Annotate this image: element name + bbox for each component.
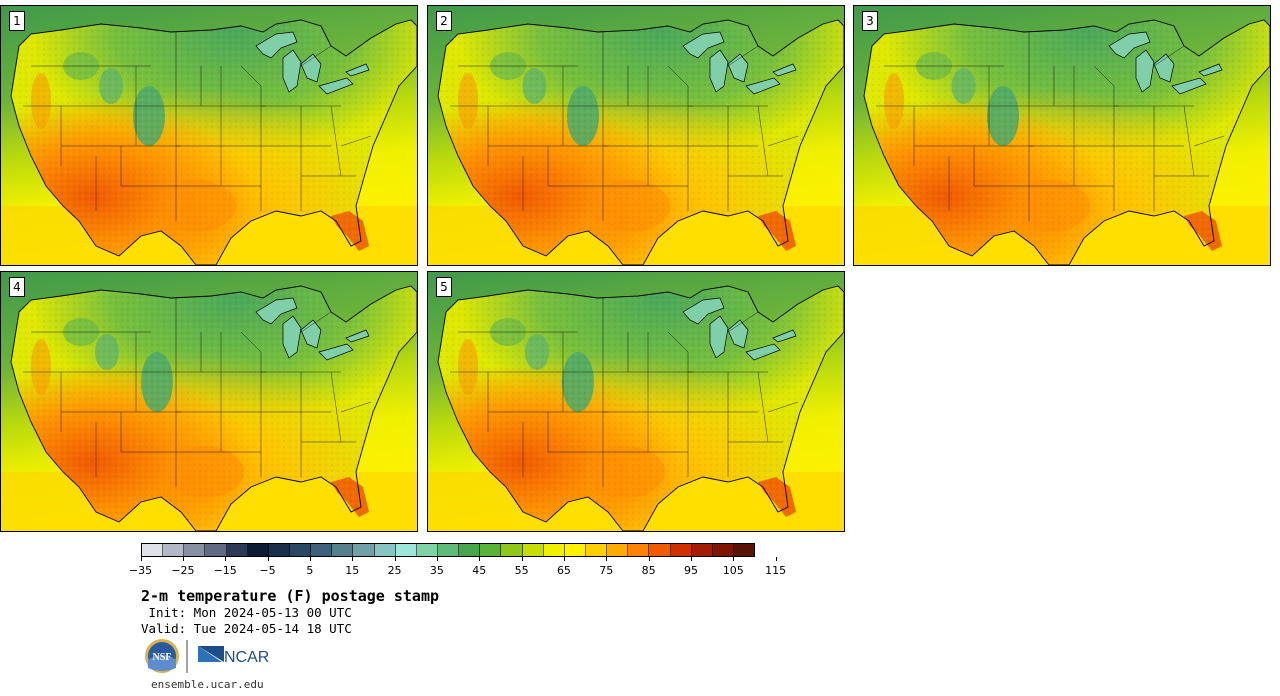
colorbar-segment xyxy=(353,544,375,556)
colorbar-tick-label: 25 xyxy=(387,564,402,577)
colorbar-segment xyxy=(163,544,185,556)
colorbar-segment xyxy=(247,544,269,556)
svg-text:NCAR: NCAR xyxy=(224,649,269,666)
colorbar-tick-label: 15 xyxy=(345,564,360,577)
colorbar-segment xyxy=(311,544,333,556)
colorbar-tick xyxy=(563,557,565,561)
colorbar-segment xyxy=(670,544,692,556)
colorbar-tick xyxy=(775,557,777,561)
colorbar-segment xyxy=(649,544,671,556)
colorbar-tick-label: 105 xyxy=(722,564,744,577)
colorbar-tick-label: 35 xyxy=(429,564,444,577)
colorbar-tick xyxy=(182,557,184,561)
colorbar-segment xyxy=(607,544,629,556)
colorbar-segment xyxy=(585,544,608,556)
plot-title: 2-m temperature (F) postage stamp xyxy=(141,587,440,605)
colorbar-segment xyxy=(522,544,544,556)
colorbar xyxy=(141,543,755,557)
colorbar-tick-label: 55 xyxy=(514,564,529,577)
colorbar-tick-label: −25 xyxy=(171,564,195,577)
colorbar-tick xyxy=(140,557,142,561)
colorbar-segment xyxy=(437,544,460,556)
postage-stamp-map: 3 xyxy=(853,5,1271,266)
colorbar-segment xyxy=(480,544,502,556)
colorbar-tick xyxy=(267,557,269,561)
colorbar-tick xyxy=(690,557,692,561)
init-time: Init: Mon 2024-05-13 00 UTC xyxy=(141,605,352,620)
colorbar-segment xyxy=(374,544,396,556)
colorbar-segment xyxy=(459,544,481,556)
temperature-map xyxy=(428,272,844,531)
colorbar-segment xyxy=(691,544,713,556)
colorbar-tick-label: 65 xyxy=(556,564,571,577)
colorbar-tick-label: 95 xyxy=(683,564,698,577)
colorbar-tick-label: −5 xyxy=(259,564,276,577)
colorbar-segment xyxy=(205,544,227,556)
colorbar-segment xyxy=(712,544,734,556)
colorbar-tick-label: 85 xyxy=(641,564,656,577)
colorbar-segment xyxy=(416,544,438,556)
colorbar-tick xyxy=(648,557,650,561)
nsf-logo: NSF xyxy=(145,639,179,673)
colorbar-segment xyxy=(289,544,312,556)
colorbar-segment xyxy=(628,544,650,556)
colorbar-tick xyxy=(479,557,481,561)
colorbar-tick xyxy=(225,557,227,561)
member-number-label: 2 xyxy=(436,11,452,31)
ncar-logo: NCAR xyxy=(198,646,269,666)
colorbar-segment xyxy=(226,544,248,556)
valid-time: Valid: Tue 2024-05-14 18 UTC xyxy=(141,621,352,636)
colorbar-segment xyxy=(564,544,586,556)
member-number-label: 5 xyxy=(436,277,452,297)
postage-stamp-map: 1 xyxy=(0,5,418,266)
colorbar-segment xyxy=(501,544,523,556)
colorbar-tick xyxy=(394,557,396,561)
temperature-map xyxy=(1,6,417,265)
colorbar-segment xyxy=(184,544,206,556)
colorbar-tick-label: 115 xyxy=(765,564,787,577)
temperature-map xyxy=(1,272,417,531)
sponsor-logos: NSF NCAR xyxy=(144,638,284,676)
colorbar-tick-label: 5 xyxy=(306,564,314,577)
member-number-label: 4 xyxy=(9,277,25,297)
colorbar-tick xyxy=(606,557,608,561)
colorbar-tick xyxy=(352,557,354,561)
postage-stamp-map: 4 xyxy=(0,271,418,532)
temperature-map xyxy=(854,6,1270,265)
colorbar-segment xyxy=(142,544,164,556)
svg-text:NSF: NSF xyxy=(153,652,172,663)
colorbar-tick-label: 45 xyxy=(472,564,487,577)
postage-stamp-map: 2 xyxy=(427,5,845,266)
colorbar-tick-label: 75 xyxy=(599,564,614,577)
colorbar-tick xyxy=(309,557,311,561)
member-number-label: 3 xyxy=(862,11,878,31)
colorbar-segment xyxy=(332,544,354,556)
colorbar-segment xyxy=(543,544,565,556)
colorbar-tick xyxy=(436,557,438,561)
colorbar-tick-label: −15 xyxy=(213,564,237,577)
colorbar-segment xyxy=(395,544,417,556)
colorbar-tickmarks xyxy=(140,557,777,561)
colorbar-segment xyxy=(268,544,290,556)
footer-url: ensemble.ucar.edu xyxy=(151,678,264,691)
colorbar-tick xyxy=(521,557,523,561)
postage-stamp-map: 5 xyxy=(427,271,845,532)
colorbar-tick xyxy=(733,557,735,561)
colorbar-tick-labels: −35 −25 −15 −5 5 15 25 35 45 55 65 75 85 95 105 115 xyxy=(129,564,786,578)
temperature-map xyxy=(428,6,844,265)
colorbar-segment xyxy=(733,544,755,556)
member-number-label: 1 xyxy=(9,11,25,31)
colorbar-tick-label: −35 xyxy=(128,564,153,577)
